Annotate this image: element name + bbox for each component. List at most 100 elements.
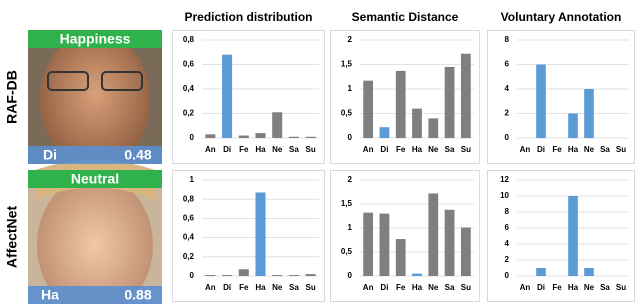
column-title: Prediction distribution [185, 10, 313, 24]
x-tick-label: Sa [445, 145, 455, 154]
y-tick-label: 0,6 [183, 214, 195, 223]
y-tick-label: 0,6 [183, 60, 195, 69]
bar [584, 89, 594, 138]
bar [428, 193, 438, 276]
bar [205, 275, 215, 276]
x-tick-label: Di [380, 145, 388, 154]
x-tick-label: Fe [552, 283, 562, 292]
x-tick-label: Ha [568, 283, 579, 292]
y-tick-label: 0,4 [183, 233, 195, 242]
y-tick-label: 8 [505, 35, 510, 44]
bar [445, 67, 455, 138]
bar [222, 275, 232, 276]
x-tick-label: Su [461, 283, 471, 292]
y-tick-label: 0,2 [183, 109, 195, 118]
y-tick-label: 0,5 [341, 109, 353, 118]
bar [396, 71, 406, 138]
bar [461, 54, 471, 138]
bar [536, 65, 546, 139]
x-tick-label: Ha [412, 283, 423, 292]
row-label: AffectNet [4, 206, 20, 269]
bar [239, 136, 249, 138]
x-tick-label: Ne [584, 283, 595, 292]
bar [380, 214, 390, 276]
y-tick-label: 0,8 [183, 35, 195, 44]
y-tick-label: 12 [500, 175, 509, 184]
bar [306, 274, 316, 276]
y-tick-label: 4 [505, 239, 510, 248]
bar [289, 275, 299, 276]
y-tick-label: 0,4 [183, 84, 195, 93]
x-tick-label: Ne [272, 145, 283, 154]
predicted-label: Ha [41, 287, 59, 303]
bar [584, 268, 594, 276]
x-tick-label: Di [380, 283, 388, 292]
bar [289, 137, 299, 138]
y-tick-label: 0 [348, 133, 353, 142]
x-tick-label: Su [616, 145, 626, 154]
x-tick-label: Sa [600, 145, 610, 154]
x-tick-label: Ne [428, 283, 439, 292]
bar [222, 55, 232, 138]
y-tick-label: 2 [505, 255, 510, 264]
x-tick-label: An [520, 145, 531, 154]
y-tick-label: 0 [348, 271, 353, 280]
x-tick-label: An [205, 145, 216, 154]
x-tick-label: An [205, 283, 216, 292]
x-tick-label: Ha [412, 145, 423, 154]
y-tick-label: 0,5 [341, 247, 353, 256]
bar [239, 269, 249, 276]
bar [205, 134, 215, 138]
bar [272, 112, 282, 138]
confidence-score: 0.48 [124, 147, 151, 163]
y-tick-label: 4 [505, 84, 510, 93]
y-tick-label: 10 [500, 191, 509, 200]
x-tick-label: Fe [552, 145, 562, 154]
x-tick-label: Ha [255, 145, 266, 154]
x-tick-label: Fe [396, 283, 406, 292]
y-tick-label: 1 [190, 175, 195, 184]
x-tick-label: Ne [584, 145, 595, 154]
y-tick-label: 2 [348, 175, 353, 184]
x-tick-label: Di [537, 283, 545, 292]
row-label: RAF-DB [4, 70, 20, 124]
y-tick-label: 1,5 [341, 60, 353, 69]
bar [255, 133, 265, 138]
x-tick-label: Ne [272, 283, 283, 292]
x-tick-label: Ha [568, 145, 579, 154]
emotion-label: Happiness [60, 31, 131, 47]
chart-panel [488, 31, 635, 164]
y-tick-label: 8 [505, 207, 510, 216]
figure: Prediction distribution Semantic Distance… [0, 0, 635, 304]
emotion-label: Neutral [71, 171, 119, 187]
y-tick-label: 2 [348, 35, 353, 44]
y-tick-label: 0,8 [183, 194, 195, 203]
x-tick-label: Sa [445, 283, 455, 292]
y-tick-label: 1 [348, 223, 353, 232]
column-title: Semantic Distance [352, 10, 459, 24]
x-tick-label: Di [537, 145, 545, 154]
bar [568, 196, 578, 276]
chart-panel [173, 31, 325, 164]
bar [428, 118, 438, 138]
x-tick-label: Ne [428, 145, 439, 154]
y-tick-label: 0,2 [183, 252, 195, 261]
bar [536, 268, 546, 276]
x-tick-label: An [363, 283, 374, 292]
x-tick-label: Fe [239, 145, 249, 154]
y-tick-label: 0 [190, 133, 195, 142]
y-tick-label: 0 [190, 271, 195, 280]
x-tick-label: Fe [239, 283, 249, 292]
x-tick-label: Su [306, 283, 316, 292]
x-tick-label: Sa [289, 145, 299, 154]
chart-panel [173, 171, 325, 302]
x-tick-label: Ha [255, 283, 266, 292]
chart-panel [488, 171, 635, 302]
x-tick-label: Sa [289, 283, 299, 292]
y-tick-label: 2 [505, 109, 510, 118]
x-tick-label: Su [616, 283, 626, 292]
confidence-score: 0.88 [124, 287, 151, 303]
x-tick-label: Fe [396, 145, 406, 154]
bar [461, 228, 471, 276]
bar [272, 275, 282, 276]
